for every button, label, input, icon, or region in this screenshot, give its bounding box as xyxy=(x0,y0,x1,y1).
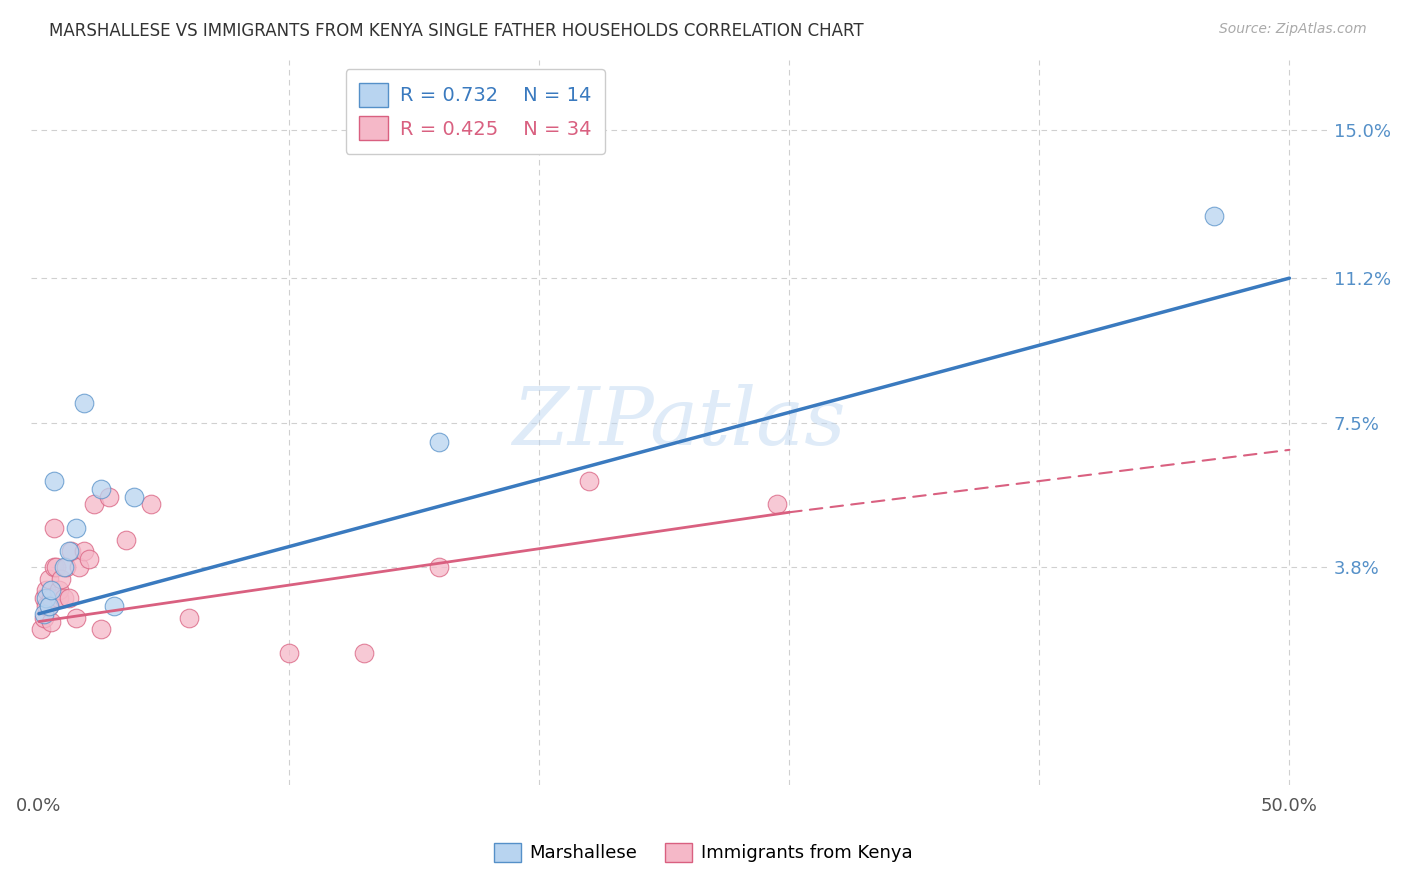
Text: Source: ZipAtlas.com: Source: ZipAtlas.com xyxy=(1219,22,1367,37)
Legend: R = 0.732    N = 14, R = 0.425    N = 34: R = 0.732 N = 14, R = 0.425 N = 34 xyxy=(346,70,605,153)
Point xyxy=(58,591,80,606)
Point xyxy=(77,552,100,566)
Point xyxy=(51,572,73,586)
Point xyxy=(60,544,83,558)
Point xyxy=(578,474,600,488)
Point xyxy=(32,610,55,624)
Point xyxy=(278,646,301,660)
Point xyxy=(103,599,125,613)
Point xyxy=(52,591,75,606)
Point xyxy=(177,610,200,624)
Point xyxy=(141,498,163,512)
Legend: Marshallese, Immigrants from Kenya: Marshallese, Immigrants from Kenya xyxy=(486,836,920,870)
Point xyxy=(52,560,75,574)
Point xyxy=(65,521,87,535)
Point xyxy=(115,533,138,547)
Point xyxy=(38,599,60,613)
Point xyxy=(97,490,120,504)
Point xyxy=(765,498,787,512)
Point xyxy=(35,591,58,606)
Point xyxy=(90,623,112,637)
Point xyxy=(55,560,77,574)
Point xyxy=(35,583,58,598)
Point xyxy=(122,490,145,504)
Point xyxy=(48,583,70,598)
Point xyxy=(58,544,80,558)
Point xyxy=(427,560,450,574)
Point xyxy=(67,560,90,574)
Point xyxy=(32,607,55,621)
Point xyxy=(1204,209,1226,223)
Point xyxy=(427,435,450,450)
Point xyxy=(42,521,65,535)
Point xyxy=(73,396,96,410)
Point xyxy=(83,498,105,512)
Point xyxy=(48,591,70,606)
Text: MARSHALLESE VS IMMIGRANTS FROM KENYA SINGLE FATHER HOUSEHOLDS CORRELATION CHART: MARSHALLESE VS IMMIGRANTS FROM KENYA SIN… xyxy=(49,22,863,40)
Point xyxy=(90,482,112,496)
Point xyxy=(32,591,55,606)
Point xyxy=(73,544,96,558)
Point xyxy=(45,560,67,574)
Point xyxy=(41,591,63,606)
Point xyxy=(41,583,63,598)
Point xyxy=(42,560,65,574)
Point xyxy=(38,572,60,586)
Point xyxy=(35,599,58,613)
Point xyxy=(38,599,60,613)
Point xyxy=(42,474,65,488)
Point xyxy=(353,646,375,660)
Text: ZIPatlas: ZIPatlas xyxy=(512,384,846,461)
Point xyxy=(41,615,63,629)
Point xyxy=(65,610,87,624)
Point xyxy=(30,623,52,637)
